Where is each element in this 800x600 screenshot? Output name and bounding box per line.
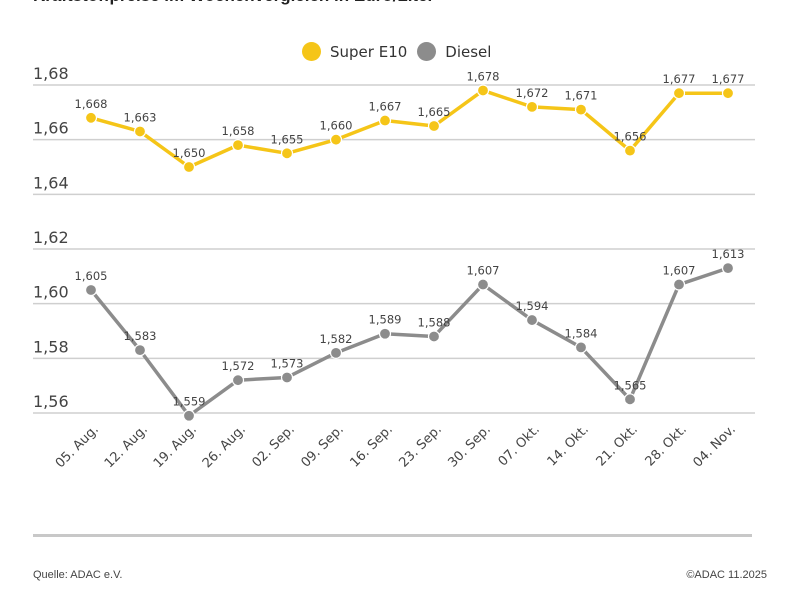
- y-tick-label: 1,62: [33, 228, 69, 247]
- data-point-diesel: [672, 278, 686, 291]
- data-point-super-e10: [182, 160, 196, 174]
- data-point-diesel: [280, 371, 294, 384]
- x-tick-label: 09. Sep.: [298, 422, 346, 470]
- series-line-diesel: [89, 266, 730, 418]
- data-label-diesel: 1,565: [614, 378, 647, 392]
- data-point-diesel: [574, 341, 588, 354]
- source-note: Quelle: ADAC e.V.: [33, 569, 123, 581]
- data-point-diesel: [231, 374, 245, 387]
- x-tick-label: 16. Sep.: [347, 422, 395, 470]
- y-tick-label: 1,58: [33, 337, 69, 356]
- data-point-super-e10: [574, 103, 588, 116]
- chart-title: Kraftstoffpreise im Wochenvergleich in E…: [33, 0, 434, 6]
- data-label-diesel: 1,573: [271, 356, 304, 370]
- data-label-diesel: 1,613: [712, 247, 745, 261]
- data-point-diesel: [623, 393, 637, 406]
- data-label-super-e10: 1,678: [467, 69, 500, 83]
- data-label-super-e10: 1,656: [614, 130, 647, 144]
- x-tick-label: 14. Okt.: [545, 422, 592, 469]
- data-label-super-e10: 1,650: [173, 146, 206, 160]
- x-tick-label: 26. Aug.: [200, 422, 249, 471]
- data-label-diesel: 1,594: [516, 299, 549, 313]
- legend-marker-diesel: [417, 42, 437, 61]
- data-label-diesel: 1,588: [418, 315, 451, 329]
- data-point-diesel: [329, 346, 343, 359]
- data-label-diesel: 1,572: [222, 359, 255, 373]
- data-label-diesel: 1,559: [173, 395, 206, 409]
- x-tick-label: 19. Aug.: [151, 422, 200, 471]
- y-tick-label: 1,66: [33, 119, 69, 138]
- data-point-super-e10: [84, 111, 98, 124]
- data-label-super-e10: 1,672: [516, 86, 549, 100]
- data-label-diesel: 1,583: [124, 329, 157, 343]
- y-tick-label: 1,64: [33, 173, 69, 192]
- x-tick-label: 23. Sep.: [396, 422, 444, 470]
- data-label-super-e10: 1,663: [124, 110, 157, 124]
- data-point-diesel: [133, 344, 147, 357]
- data-point-diesel: [182, 409, 196, 422]
- data-label-diesel: 1,607: [467, 264, 500, 278]
- data-point-super-e10: [280, 147, 294, 160]
- data-point-diesel: [525, 313, 539, 327]
- data-label-diesel: 1,589: [369, 313, 402, 327]
- y-tick-label: 1,60: [33, 283, 69, 302]
- data-point-super-e10: [672, 87, 686, 100]
- copyright-note: ©ADAC 11.2025: [686, 569, 767, 581]
- footer-separator: [33, 534, 752, 537]
- data-label-super-e10: 1,677: [663, 72, 696, 86]
- data-point-diesel: [378, 327, 392, 340]
- x-tick-label: 04. Nov.: [691, 422, 739, 470]
- data-point-diesel: [721, 262, 735, 275]
- data-point-super-e10: [133, 125, 147, 138]
- x-tick-label: 02. Sep.: [249, 422, 297, 470]
- y-tick-label: 1,68: [33, 64, 69, 83]
- legend-label-diesel: Diesel: [445, 42, 492, 61]
- data-label-super-e10: 1,660: [320, 119, 353, 133]
- data-label-diesel: 1,582: [320, 332, 353, 346]
- data-label-diesel: 1,605: [75, 269, 108, 283]
- data-point-diesel: [427, 330, 441, 343]
- x-tick-label: 21. Okt.: [594, 422, 641, 469]
- legend-marker-super-e10: [302, 42, 321, 61]
- data-point-super-e10: [231, 139, 245, 152]
- data-label-super-e10: 1,658: [222, 124, 255, 138]
- data-point-super-e10: [525, 100, 539, 113]
- data-label-super-e10: 1,677: [712, 72, 745, 86]
- x-tick-label: 30. Sep.: [445, 422, 493, 470]
- data-point-super-e10: [476, 84, 490, 97]
- data-label-diesel: 1,584: [565, 326, 598, 340]
- data-label-super-e10: 1,671: [565, 89, 598, 103]
- x-tick-label: 07. Okt.: [496, 422, 543, 469]
- data-point-super-e10: [329, 133, 343, 146]
- x-tick-label: 05. Aug.: [53, 422, 102, 471]
- data-label-super-e10: 1,665: [418, 105, 451, 119]
- data-point-diesel: [84, 283, 98, 297]
- data-point-super-e10: [623, 144, 637, 157]
- data-point-diesel: [476, 278, 490, 291]
- series-line-super-e10: [89, 88, 730, 169]
- data-label-super-e10: 1,668: [75, 97, 108, 111]
- legend: Super E10 Diesel: [302, 42, 501, 61]
- data-point-super-e10: [427, 119, 441, 133]
- data-point-super-e10: [378, 114, 392, 127]
- legend-label-super-e10: Super E10: [330, 42, 408, 61]
- data-point-super-e10: [721, 87, 735, 100]
- data-label-super-e10: 1,667: [369, 100, 402, 114]
- data-label-diesel: 1,607: [663, 264, 696, 278]
- x-tick-label: 12. Aug.: [102, 422, 151, 471]
- y-tick-label: 1,56: [33, 392, 69, 411]
- legend-item-super-e10: Super E10: [302, 42, 407, 61]
- x-tick-label: 28. Okt.: [643, 422, 690, 469]
- legend-item-diesel: Diesel: [417, 42, 491, 61]
- data-label-super-e10: 1,655: [271, 132, 304, 146]
